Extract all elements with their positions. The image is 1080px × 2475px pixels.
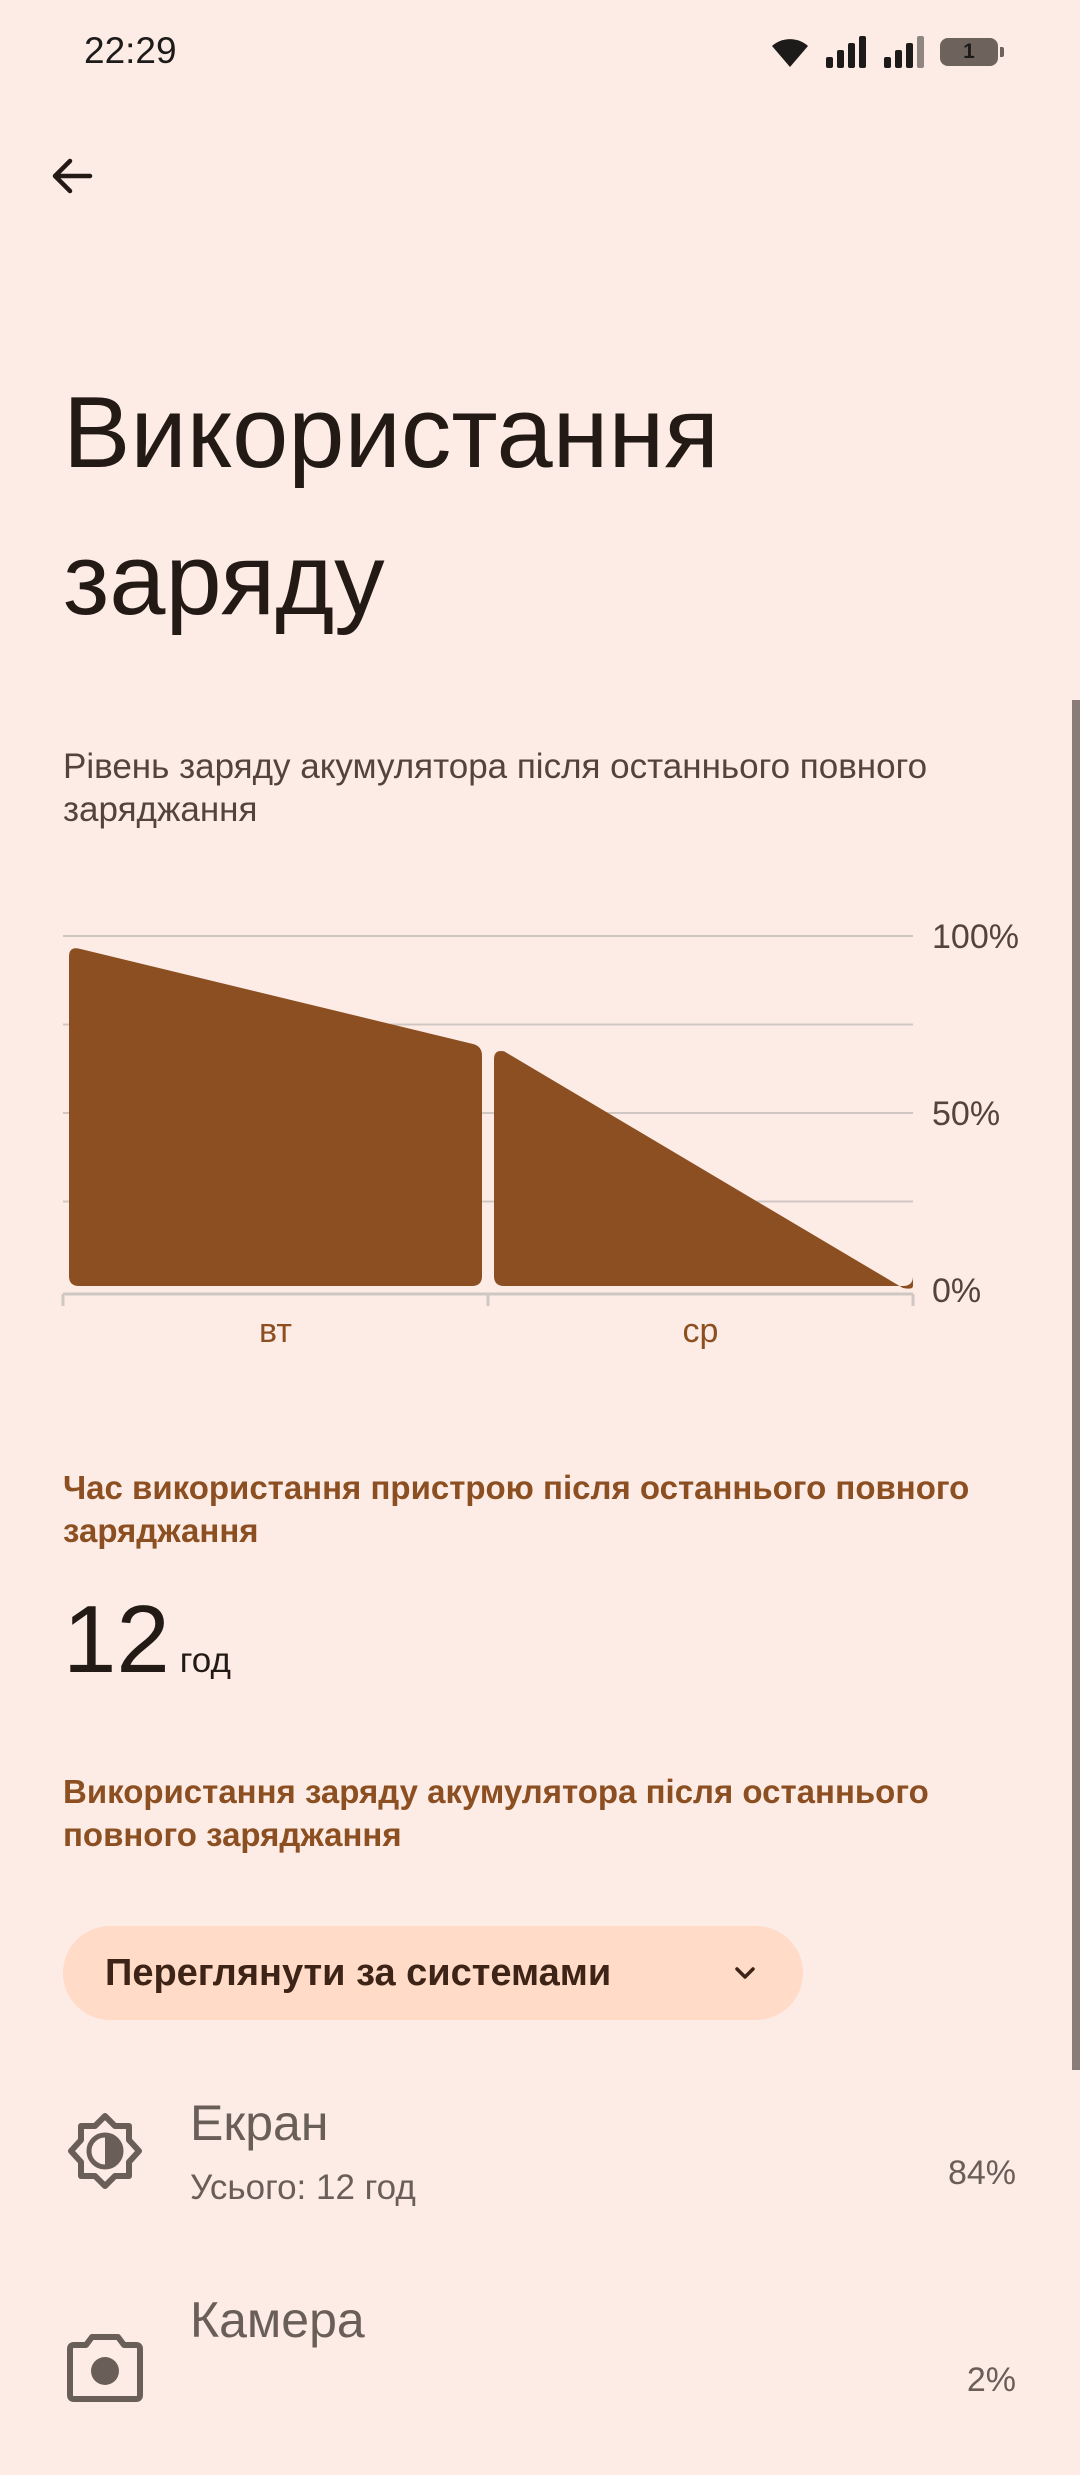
usage-item-camera[interactable]: Камера 2% — [0, 2285, 1080, 2475]
chart-x-label: ср — [683, 1312, 719, 1350]
view-by-systems-dropdown[interactable]: Переглянути за системами — [63, 1926, 803, 2020]
scrollbar[interactable] — [1072, 700, 1080, 2070]
screen-time-number: 12 — [63, 1586, 170, 1693]
usage-item-percent: 2% — [966, 2361, 1016, 2399]
usage-item-screen[interactable]: Екран Усього: 12 год 84% — [0, 2080, 1080, 2270]
brightness-icon — [64, 2110, 146, 2192]
arrow-back-icon — [52, 158, 93, 194]
battery-icon: 1 — [940, 38, 1004, 66]
chart-y-label: 50% — [932, 1095, 1000, 1133]
screen-time-header: Час використання пристрою після останньо… — [63, 1469, 970, 1549]
signal-icon — [826, 36, 866, 68]
chart-y-label: 0% — [932, 1272, 981, 1310]
status-icons: 1 — [770, 30, 1004, 74]
page-title: Використання заряду — [63, 360, 1043, 654]
chart-x-label: вт — [259, 1312, 292, 1350]
battery-level-chart[interactable]: вт ср 100% 50% 0% — [0, 900, 1080, 1360]
chart-caption: Рівень заряду акумулятора після останньо… — [63, 747, 928, 829]
chevron-down-icon — [735, 1967, 755, 1979]
signal-icon — [884, 36, 924, 68]
usage-item-title: Камера — [190, 2292, 365, 2348]
page-title-line2: заряду — [63, 524, 385, 636]
usage-header: Використання заряду акумулятора після ос… — [63, 1773, 929, 1853]
chart-y-label: 100% — [932, 918, 1019, 956]
screen-time-value: 12 год — [63, 1585, 231, 1695]
page-title-line1: Використання — [63, 377, 719, 489]
battery-level: 1 — [963, 40, 975, 63]
usage-item-title: Екран — [190, 2095, 329, 2151]
status-bar: 22:29 1 — [0, 0, 1080, 104]
back-button[interactable] — [36, 140, 108, 212]
dropdown-label: Переглянути за системами — [105, 1951, 612, 1994]
chart-area-segment — [69, 948, 482, 1286]
status-time: 22:29 — [84, 30, 177, 71]
wifi-icon — [772, 39, 808, 67]
battery-level-chart-svg: вт ср 100% 50% 0% — [61, 918, 1019, 1350]
chart-area-segment — [494, 1050, 913, 1289]
usage-item-subtitle: Усього: 12 год — [190, 2168, 416, 2207]
usage-item-percent: 84% — [947, 2154, 1016, 2192]
screen-time-unit: год — [179, 1641, 231, 1680]
camera-icon — [64, 2325, 146, 2407]
